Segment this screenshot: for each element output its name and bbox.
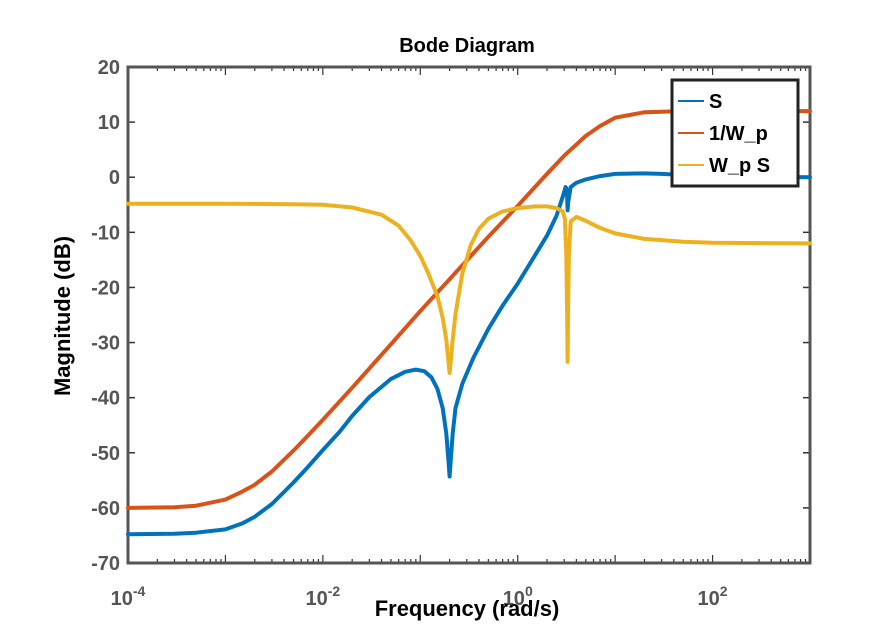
x-tick-exponent: 0 [525, 583, 533, 599]
y-tick-label: -50 [91, 443, 120, 465]
legend-label-1: 1/W_p [709, 123, 768, 145]
y-tick-label: -40 [91, 388, 120, 410]
y-tick-label: 20 [98, 57, 120, 79]
series-line-1 [126, 109, 812, 510]
y-tick-label: -60 [91, 498, 120, 520]
axes-frame [126, 65, 812, 565]
y-tick-label: -30 [91, 333, 120, 355]
y-tick-label: -10 [91, 222, 120, 244]
y-tick-label: 10 [98, 112, 120, 134]
legend-box [670, 78, 800, 188]
x-tick-base: 10 [503, 588, 525, 610]
x-tick-label: 102 [698, 583, 728, 610]
x-tick-base: 10 [111, 588, 133, 610]
x-tick-base: 10 [306, 588, 328, 610]
y-axis-label: Magnitude (dB) [50, 236, 75, 396]
series-line-0 [126, 171, 812, 537]
series-line-2 [126, 201, 812, 375]
x-tick-exponent: 2 [720, 583, 728, 599]
chart-title: Bode Diagram [399, 35, 535, 57]
legend-label-2: W_p S [709, 155, 770, 177]
y-tick-label: -70 [91, 553, 120, 575]
x-tick-exponent: -2 [328, 583, 341, 599]
x-tick-base: 10 [698, 588, 720, 610]
x-tick-exponent: -4 [133, 583, 146, 599]
x-tick-label: 10-4 [111, 583, 146, 610]
legend-label-0: S [709, 91, 722, 113]
x-tick-label: 100 [503, 583, 533, 610]
plot-area [126, 109, 812, 537]
y-tick-label: 0 [109, 167, 120, 189]
x-axis-label: Frequency (rad/s) [375, 596, 560, 621]
legend: S 1/W_p W_p S [670, 78, 800, 188]
y-tick-label: -20 [91, 277, 120, 299]
x-tick-label: 10-2 [306, 583, 341, 610]
